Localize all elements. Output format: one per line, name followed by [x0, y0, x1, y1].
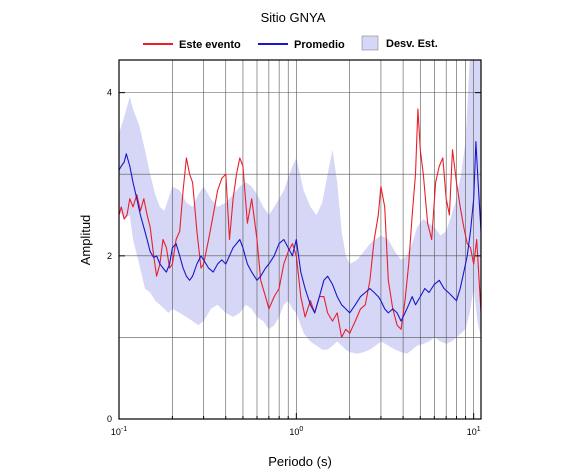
y-tick-label: 2 [107, 251, 112, 261]
plot-area: 0 2 4 10-1 100 101 [107, 59, 482, 437]
y-tick-label: 0 [107, 414, 112, 424]
x-tick-label: 10-1 [111, 426, 127, 437]
tick-layer: 0 2 4 10-1 100 101 [107, 88, 481, 437]
promedio-line [118, 141, 482, 322]
x-tick-label: 100 [289, 426, 303, 437]
x-axis-label: Periodo (s) [268, 454, 332, 469]
legend-label-desv-est: Desv. Est. [386, 38, 438, 50]
x-tick-label: 101 [467, 426, 481, 437]
chart-title: Sitio GNYA [261, 10, 326, 25]
plot-frame [118, 59, 482, 420]
este-evento-line [118, 108, 482, 338]
series-layer [118, 108, 482, 338]
legend-este-evento-label: Este evento [179, 39, 241, 51]
y-tick-label: 4 [107, 88, 112, 98]
legend: Este evento Promedio Desv. Est. [143, 35, 438, 51]
std-dev-band-layer [119, 60, 481, 354]
legend-promedio-label: Promedio [294, 39, 345, 51]
grid-layer [119, 60, 481, 419]
y-axis-label: Amplitud [78, 215, 93, 266]
legend-swatch-band [361, 35, 379, 51]
std-dev-band [119, 60, 481, 354]
